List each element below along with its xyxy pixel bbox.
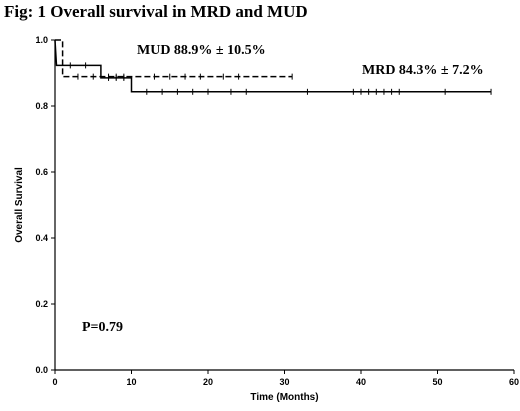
mud-survival-curve [55,39,293,78]
x-tick-label: 0 [52,377,57,387]
p-value-annotation: P=0.79 [82,320,123,335]
y-tick-label: 0.2 [35,299,48,309]
x-tick-label: 50 [432,377,442,387]
mrd-survival-curve [54,39,491,93]
x-tick-label: 10 [126,377,136,387]
x-tick-label: 60 [509,377,519,387]
mrd-survival-annotation: MRD 84.3% ± 7.2% [362,63,484,78]
x-tick-label: 40 [356,377,366,387]
y-tick-label: 1.0 [35,35,48,45]
x-tick-label: 20 [203,377,213,387]
y-axis-title: Overall Survival [14,167,25,243]
x-tick-label: 30 [279,377,289,387]
axis-ticks: 0 10 20 30 40 50 60 0.0 0.2 0.4 0.6 0.8 1.0 [35,35,519,387]
x-axis-title: Time (Months) [250,392,318,403]
survival-curves [54,39,491,93]
y-tick-label: 0.4 [35,233,48,243]
y-tick-label: 0.8 [35,101,48,111]
y-tick-label: 0.0 [35,365,48,375]
censor-marks [69,62,492,95]
mud-survival-annotation: MUD 88.9% ± 10.5% [137,43,266,58]
figure-title: Fig: 1 Overall survival in MRD and MUD [4,2,308,21]
y-tick-label: 0.6 [35,167,48,177]
